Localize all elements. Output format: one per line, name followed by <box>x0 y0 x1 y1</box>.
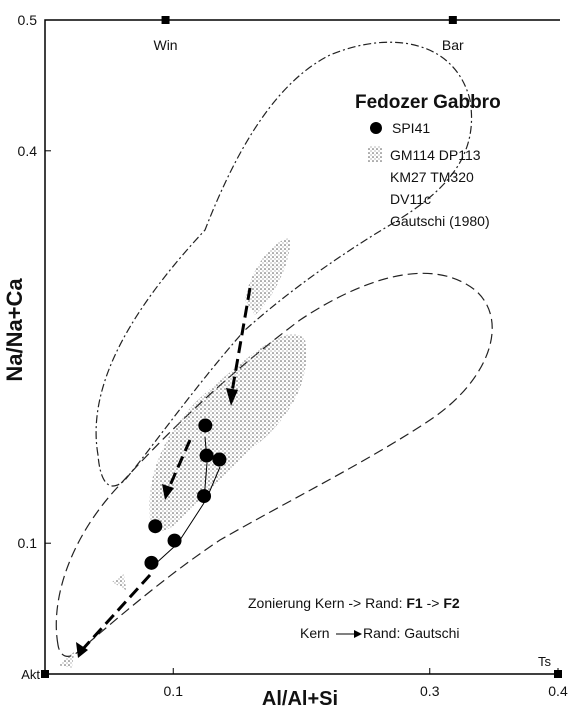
legend-label: Gautschi (1980) <box>390 213 490 229</box>
top-tick <box>161 16 170 24</box>
data-point <box>144 555 159 570</box>
annotation: Zonierung Kern -> Rand: F1 -> F2 <box>248 595 460 611</box>
x-tick-label: 0.1 <box>164 683 184 699</box>
corner-marker <box>554 670 562 678</box>
annotation: Kern <box>300 625 330 641</box>
legend-title: Fedozer Gabbro <box>355 92 501 113</box>
arrow-head <box>354 630 362 638</box>
top-tick <box>448 16 457 24</box>
top-tick-label: Bar <box>442 37 464 53</box>
legend-marker <box>370 122 382 134</box>
arrow-head <box>162 484 174 500</box>
corner-label: Akt <box>21 667 40 682</box>
data-point <box>199 448 214 463</box>
x-tick-label: 0.3 <box>420 683 440 699</box>
data-point <box>148 519 163 534</box>
shaded-field <box>58 574 126 668</box>
zoning-arrow <box>166 439 192 491</box>
annotation: Rand: Gautschi <box>363 625 460 641</box>
x-tick-label: 0.4 <box>548 683 568 699</box>
y-tick-label: 0.4 <box>18 143 38 159</box>
legend-marker <box>368 146 382 162</box>
annotation-part: Zonierung Kern -> Rand: <box>248 595 406 611</box>
legend-label: GM114 DP113 <box>390 147 481 163</box>
arrow-head <box>226 388 238 406</box>
x-axis-title: Al/Al+Si <box>262 688 338 710</box>
y-axis-title: Na/Na+Ca <box>2 278 27 382</box>
y-tick-label: 0.5 <box>18 12 38 28</box>
data-point <box>198 418 213 433</box>
core-rim-line <box>152 436 221 567</box>
legend-label: KM27 TM320 <box>390 169 474 185</box>
legend-label: SPI41 <box>392 120 430 136</box>
top-tick-label: Win <box>153 37 177 53</box>
legend-label: DV11c <box>390 191 431 207</box>
arrow-head <box>76 642 88 658</box>
y-tick-label: 0.1 <box>18 535 38 551</box>
annotation-part: -> <box>423 595 444 611</box>
envelope-dashed <box>55 272 493 657</box>
data-point <box>197 489 212 504</box>
data-point <box>212 452 227 467</box>
shaded-field <box>149 334 307 532</box>
zoning-arrow <box>80 573 152 652</box>
data-point <box>167 533 182 548</box>
corner-label: Ts <box>538 654 552 669</box>
envelope-dash-dot <box>95 41 472 487</box>
shaded-field <box>245 238 291 315</box>
annotation-part: F1 <box>406 595 423 611</box>
corner-marker <box>41 670 49 678</box>
annotation-part: F2 <box>443 595 460 611</box>
